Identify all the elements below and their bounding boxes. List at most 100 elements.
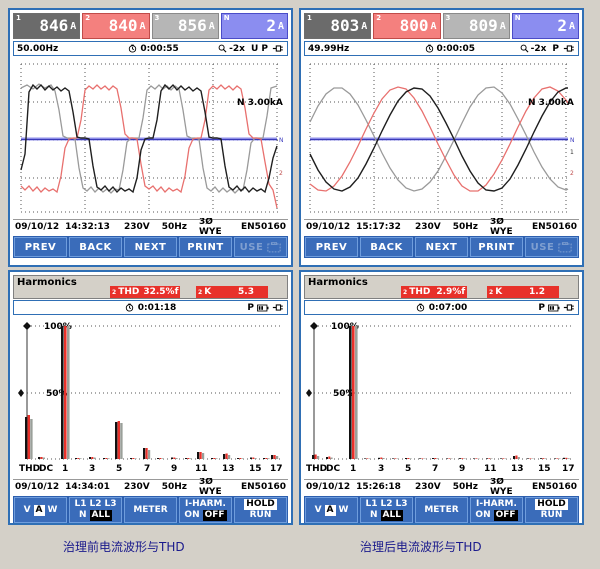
softkey-back[interactable]: BACK (360, 237, 413, 257)
bar-group-h10 (473, 458, 480, 459)
thd-phase: 2 (112, 288, 117, 296)
elapsed-value: 0:01:18 (137, 302, 177, 313)
power-plug-icon (272, 45, 283, 52)
nominal-voltage: 230V (123, 482, 150, 492)
phase-unit: A (430, 20, 437, 32)
readout-phase-1[interactable]: 1 803 A (304, 13, 372, 39)
softkey-use-label: USE (530, 241, 555, 253)
softkey-hold-run[interactable]: HOLD RUN (234, 497, 287, 523)
readout-phase-3[interactable]: 3 809 A (442, 13, 510, 39)
phase-l3[interactable]: L3 (104, 499, 117, 509)
elapsed-time-group: 0:00:55 (128, 44, 179, 54)
softkey-phase[interactable]: L1 L2 L3 N ALL (69, 497, 122, 523)
readout-phase-3[interactable]: 3 856 A (151, 13, 219, 39)
phase-all-selected[interactable]: ALL (380, 510, 403, 521)
softkey-next[interactable]: NEXT (124, 237, 177, 257)
nominal-voltage: 230V (414, 482, 441, 492)
readout-phase-n[interactable]: N 2 A (220, 13, 288, 39)
readout-phase-2[interactable]: 2 800 A (373, 13, 441, 39)
quantity-w[interactable]: W (338, 504, 349, 515)
harmonics-title: Harmonics (17, 277, 77, 288)
iharm-on[interactable]: ON (184, 510, 200, 520)
iharm-on[interactable]: ON (475, 510, 491, 520)
phase-unit: A (70, 20, 77, 32)
phase-all-selected[interactable]: ALL (89, 510, 112, 521)
phase-n[interactable]: N (370, 510, 378, 520)
bar-group-h8 (157, 458, 164, 459)
phase-value: 800 (399, 16, 429, 35)
quantity-a-selected[interactable]: A (33, 504, 45, 516)
waveform-plot-before[interactable]: N 3.00kA N 2 (13, 58, 288, 218)
iharm-off-selected[interactable]: OFF (202, 510, 227, 521)
scope-panel-before: 1 846 A 2 840 A 3 856 A N 2 A 50.00Hz (8, 8, 293, 267)
softkey-quantity[interactable]: V A W (305, 497, 358, 523)
phase-unit: A (568, 20, 575, 32)
bar-group-h11 (197, 452, 205, 459)
time-value: 15:17:32 (356, 222, 401, 232)
phase-n[interactable]: N (79, 510, 87, 520)
flags-value: P (552, 43, 559, 54)
svg-text:11: 11 (484, 464, 497, 474)
phase-l1[interactable]: L1 (365, 499, 378, 509)
softkey-iharm[interactable]: I-HARM. ON OFF (179, 497, 232, 523)
softkey-print[interactable]: PRINT (179, 237, 232, 257)
svg-text:DC: DC (326, 464, 340, 474)
svg-text:2: 2 (279, 170, 283, 177)
bar-group-thd (312, 454, 320, 459)
run-label[interactable]: RUN (540, 510, 563, 520)
phase-l2[interactable]: L2 (89, 499, 102, 509)
time-value: 14:32:13 (65, 222, 110, 232)
hold-selected[interactable]: HOLD (244, 499, 277, 510)
readout-phase-1[interactable]: 1 846 A (13, 13, 81, 39)
iharm-off-selected[interactable]: OFF (493, 510, 518, 521)
softkey-prev[interactable]: PREV (14, 237, 67, 257)
svg-text:2: 2 (570, 170, 574, 177)
svg-text:13: 13 (222, 464, 235, 474)
softkey-meter[interactable]: METER (124, 497, 177, 523)
harmonics-plot-after[interactable]: 100% 50% (304, 316, 579, 478)
softkey-print[interactable]: PRINT (470, 237, 523, 257)
phase-l2[interactable]: L2 (380, 499, 393, 509)
quantity-w[interactable]: W (47, 504, 58, 515)
waveform-plot-after[interactable]: N 3.00kA N 1 2 (304, 58, 579, 218)
elapsed-value: 0:00:05 (436, 43, 476, 54)
softkey-use[interactable]: USE (525, 237, 578, 257)
flag-group: P (538, 303, 575, 313)
flags-value: P (247, 302, 254, 313)
readout-phase-n[interactable]: N 2 A (511, 13, 579, 39)
quantity-v[interactable]: V (314, 504, 322, 515)
zoom-value: -2x (229, 43, 245, 54)
phase-value: 803 (330, 16, 360, 35)
svg-text:N: N (570, 137, 575, 144)
softkey-meter[interactable]: METER (415, 497, 468, 523)
svg-text:11: 11 (195, 464, 208, 474)
quantity-a-selected[interactable]: A (324, 504, 336, 516)
phase-l3[interactable]: L3 (395, 499, 408, 509)
zoom-value: -2x (530, 43, 547, 54)
k-phase: 2 (198, 288, 203, 296)
bar-group-dc (38, 457, 45, 459)
hold-selected[interactable]: HOLD (535, 499, 568, 510)
softkey-prev[interactable]: PREV (305, 237, 358, 257)
run-label[interactable]: RUN (249, 510, 272, 520)
softkey-quantity[interactable]: V A W (14, 497, 67, 523)
softkey-back[interactable]: BACK (69, 237, 122, 257)
softkey-use[interactable]: USE (234, 237, 287, 257)
phase-label: 2 (376, 14, 382, 22)
phase-l1[interactable]: L1 (74, 499, 87, 509)
bar-group-h9 (459, 458, 466, 459)
bar-group-h7 (432, 458, 439, 459)
harmonics-plot-before[interactable]: 100% 50% (13, 316, 288, 478)
svg-text:1: 1 (62, 464, 68, 474)
softkey-bar: PREV BACK NEXT PRINT USE (13, 236, 288, 258)
softkey-next[interactable]: NEXT (415, 237, 468, 257)
softkey-phase[interactable]: L1 L2 L3 N ALL (360, 497, 413, 523)
standard-name: EN50160 (241, 482, 286, 492)
quantity-v[interactable]: V (23, 504, 31, 515)
readout-phase-2[interactable]: 2 840 A (82, 13, 150, 39)
softkey-iharm[interactable]: I-HARM. ON OFF (470, 497, 523, 523)
softkey-hold-run[interactable]: HOLD RUN (525, 497, 578, 523)
harmonics-info-strip: 0:01:18 P (13, 300, 288, 315)
bar-group-h8 (446, 458, 453, 459)
